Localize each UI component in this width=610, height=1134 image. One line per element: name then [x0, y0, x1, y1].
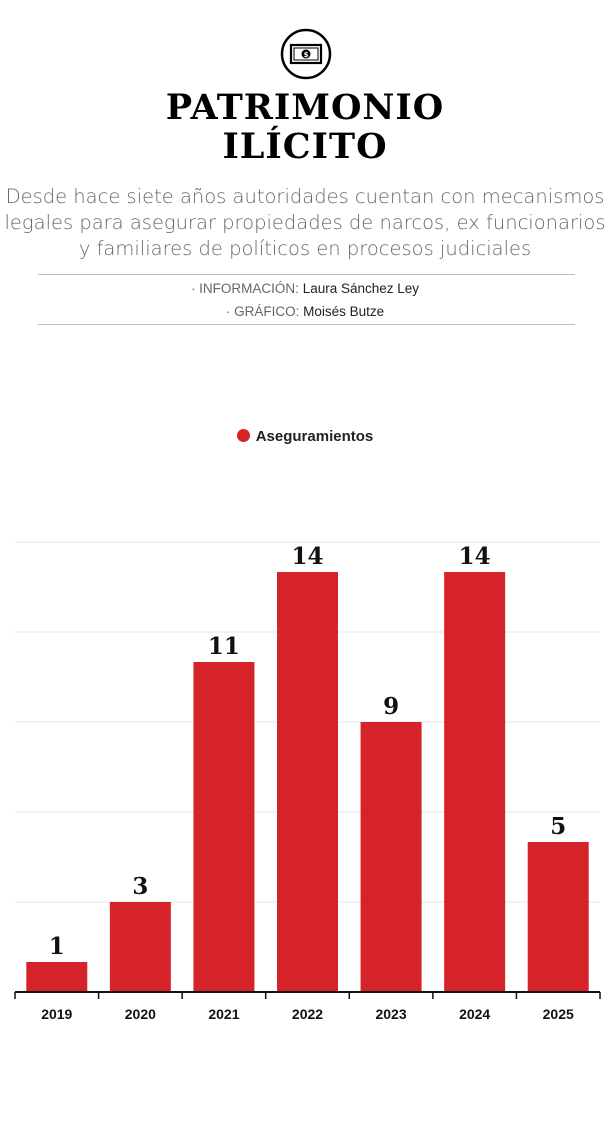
bar-2025	[527, 842, 589, 992]
data-label-2025: 5	[550, 813, 566, 840]
divider-bottom	[38, 324, 575, 325]
tick-label-2023: 2023	[375, 1006, 406, 1022]
tick-label-2021: 2021	[208, 1006, 239, 1022]
chart-legend: Aseguramientos	[0, 428, 610, 445]
bar-2020	[109, 902, 171, 992]
credit-graphic-label: · GRÁFICO:	[225, 304, 300, 319]
subtitle-line-2: legales para asegurar propiedades de nar…	[4, 211, 606, 234]
legend-swatch	[236, 429, 250, 442]
data-label-2023: 9	[383, 693, 399, 720]
banknote-icon: $	[280, 28, 332, 80]
data-label-2024: 14	[459, 543, 491, 570]
tick-label-2019: 2019	[41, 1006, 72, 1022]
tick-label-2022: 2022	[292, 1006, 323, 1022]
tick-label-2020: 2020	[125, 1006, 156, 1022]
bar-2023	[360, 722, 422, 992]
data-label-2019: 1	[49, 933, 65, 960]
bar-chart: 1 2019 3 2020 11 2021 14 2022 9 2023 14 2024 5 2025	[14, 541, 601, 1022]
svg-text:$: $	[304, 51, 309, 59]
subtitle: Desde hace siete años autoridades cuenta…	[0, 184, 610, 262]
credit-info-label: · INFORMACIÓN:	[190, 281, 299, 296]
credit-info-name: Laura Sánchez Ley	[302, 281, 420, 296]
divider-top	[38, 274, 575, 275]
credit-information: · INFORMACIÓN: Laura Sánchez Ley	[0, 281, 610, 296]
data-label-2020: 3	[132, 873, 148, 900]
data-label-2021: 11	[208, 633, 240, 660]
bar-2022	[277, 572, 338, 992]
tick-label-2025: 2025	[543, 1006, 574, 1022]
legend-label: Aseguramientos	[255, 428, 374, 445]
data-label-2022: 14	[291, 543, 323, 570]
subtitle-line-1: Desde hace siete años autoridades cuenta…	[5, 185, 605, 208]
title-line-1: PATRIMONIO	[165, 87, 445, 128]
subtitle-line-3: y familiares de políticos en procesos ju…	[78, 237, 532, 260]
bar-2019	[26, 962, 88, 992]
credit-graphic-name: Moisés Butze	[303, 304, 385, 319]
title-line-2: ILÍCITO	[222, 126, 388, 167]
tick-label-2024: 2024	[459, 1006, 490, 1022]
bar-2021	[193, 662, 255, 992]
bar-2024	[444, 572, 506, 992]
credit-graphic: · GRÁFICO: Moisés Butze	[0, 304, 610, 319]
